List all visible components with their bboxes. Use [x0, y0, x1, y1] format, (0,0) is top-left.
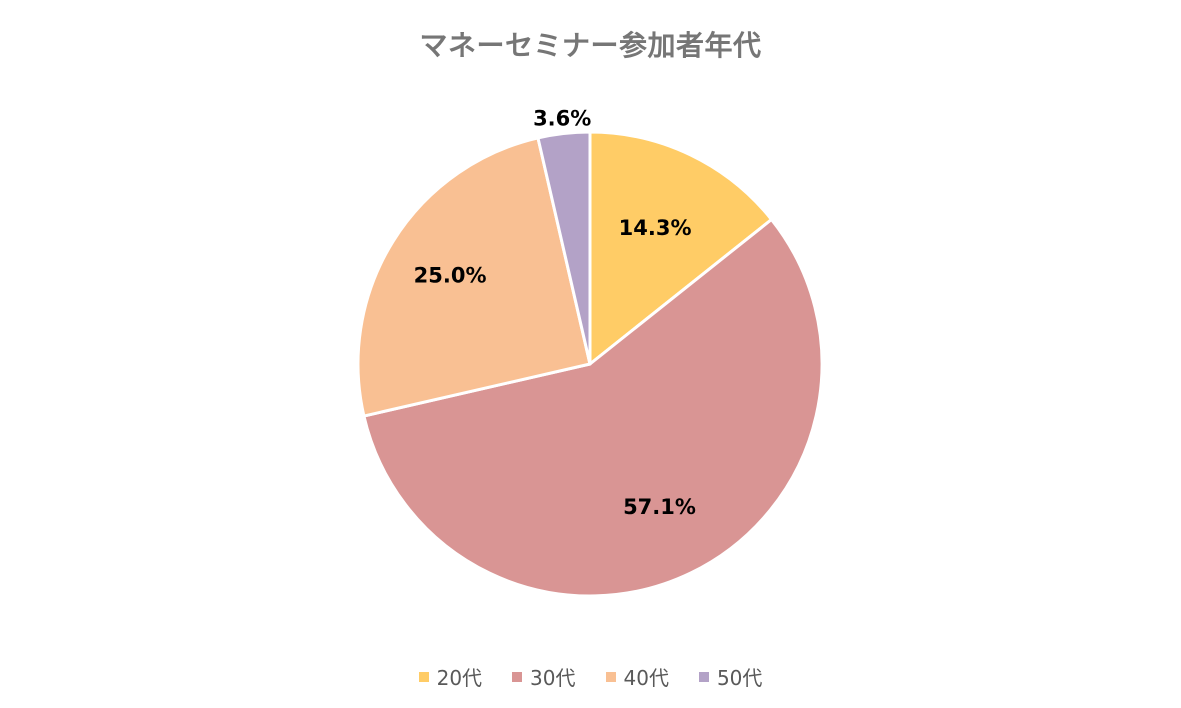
pie-data-labels: 14.3% 57.1% 25.0% 3.6% — [414, 107, 696, 519]
data-label-3: 25.0% — [414, 264, 487, 288]
legend-item-4: 50代 — [698, 662, 763, 691]
pie-slice-4 — [536, 130, 592, 366]
legend-swatch — [605, 671, 616, 682]
legend-item-2: 30代 — [512, 662, 576, 691]
pie-slice-3 — [356, 136, 592, 418]
legend-item-3: 40代 — [605, 662, 669, 691]
pie-slice-1 — [588, 130, 774, 366]
legend-label: 30代 — [530, 666, 576, 690]
legend-swatch — [512, 671, 523, 682]
legend-item-1: 20代 — [418, 662, 483, 691]
pie-slice-2 — [362, 218, 824, 598]
data-label-4: 3.6% — [533, 107, 591, 131]
legend: 20代 30代 40代 50代 — [0, 662, 1181, 691]
pie-slices — [356, 130, 824, 598]
data-label-2: 57.1% — [623, 495, 696, 519]
legend-swatch — [418, 671, 429, 682]
chart-title: マネーセミナー参加者年代 — [419, 29, 762, 62]
data-label-1: 14.3% — [619, 216, 692, 240]
legend-swatch — [698, 671, 709, 682]
legend-label: 50代 — [716, 666, 763, 690]
legend-label: 20代 — [436, 666, 483, 690]
legend-label: 40代 — [623, 666, 669, 690]
